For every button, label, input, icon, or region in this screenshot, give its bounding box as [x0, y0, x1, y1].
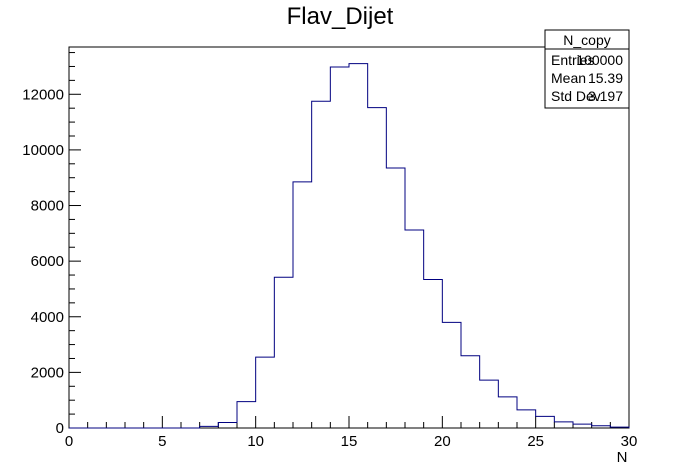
histogram-bin [461, 356, 480, 428]
stats-box: N_copy Entries 100000 Mean 15.39 Std Dev… [544, 29, 630, 109]
x-tick-label: 0 [65, 433, 73, 450]
x-tick-label: 10 [247, 433, 264, 450]
histogram-bin [498, 397, 517, 428]
y-axis-tick-labels: 0 2000 4000 6000 8000 10000 12000 [22, 86, 64, 437]
y-tick-label: 8000 [31, 198, 64, 215]
histogram-bin [330, 67, 349, 428]
axis-ticks [68, 52, 630, 429]
stats-entries-label: Entries [551, 52, 595, 68]
x-tick-label: 30 [621, 433, 638, 450]
histogram-bin [256, 357, 275, 428]
x-tick-label: 20 [434, 433, 451, 450]
stats-stddev-label: Std Dev [551, 88, 601, 104]
y-tick-label: 2000 [31, 364, 64, 381]
x-tick-label: 5 [158, 433, 166, 450]
histogram-bin [554, 422, 573, 428]
histogram-bin [237, 402, 256, 428]
y-tick-label: 10000 [22, 142, 64, 159]
y-tick-label: 4000 [31, 309, 64, 326]
histogram-bin [274, 277, 293, 428]
stats-box-name: N_copy [563, 32, 610, 48]
histogram-bin [536, 416, 555, 428]
histogram-bin [386, 168, 405, 428]
histogram-bin [368, 108, 387, 428]
x-tick-label: 25 [527, 433, 544, 450]
histogram-bins [200, 64, 629, 428]
chart-title: Flav_Dijet [287, 3, 394, 30]
y-tick-label: 12000 [22, 86, 64, 103]
stats-entries-value: 100000 [576, 52, 623, 68]
y-tick-label: 0 [56, 420, 64, 437]
histogram-bin [293, 182, 312, 428]
y-tick-label: 6000 [31, 253, 64, 270]
histogram-bin [442, 322, 461, 428]
histogram-bin [517, 410, 536, 428]
histogram-bin [424, 279, 443, 428]
x-axis-label: N [617, 449, 628, 466]
histogram-bin [218, 422, 237, 428]
x-tick-label: 15 [341, 433, 358, 450]
stats-stddev-value: 3.197 [588, 88, 623, 104]
histogram-bin [573, 424, 592, 428]
stats-mean-label: Mean [551, 70, 586, 86]
histogram-bin [349, 64, 368, 428]
histogram-bin [480, 380, 499, 428]
histogram-outline [69, 63, 630, 429]
stats-mean-value: 15.39 [588, 70, 623, 86]
x-axis-tick-labels: 0 5 10 15 20 25 30 [65, 433, 638, 450]
stats-box-frame [544, 29, 630, 109]
histogram-bin [405, 230, 424, 428]
histogram-bin [312, 101, 331, 428]
